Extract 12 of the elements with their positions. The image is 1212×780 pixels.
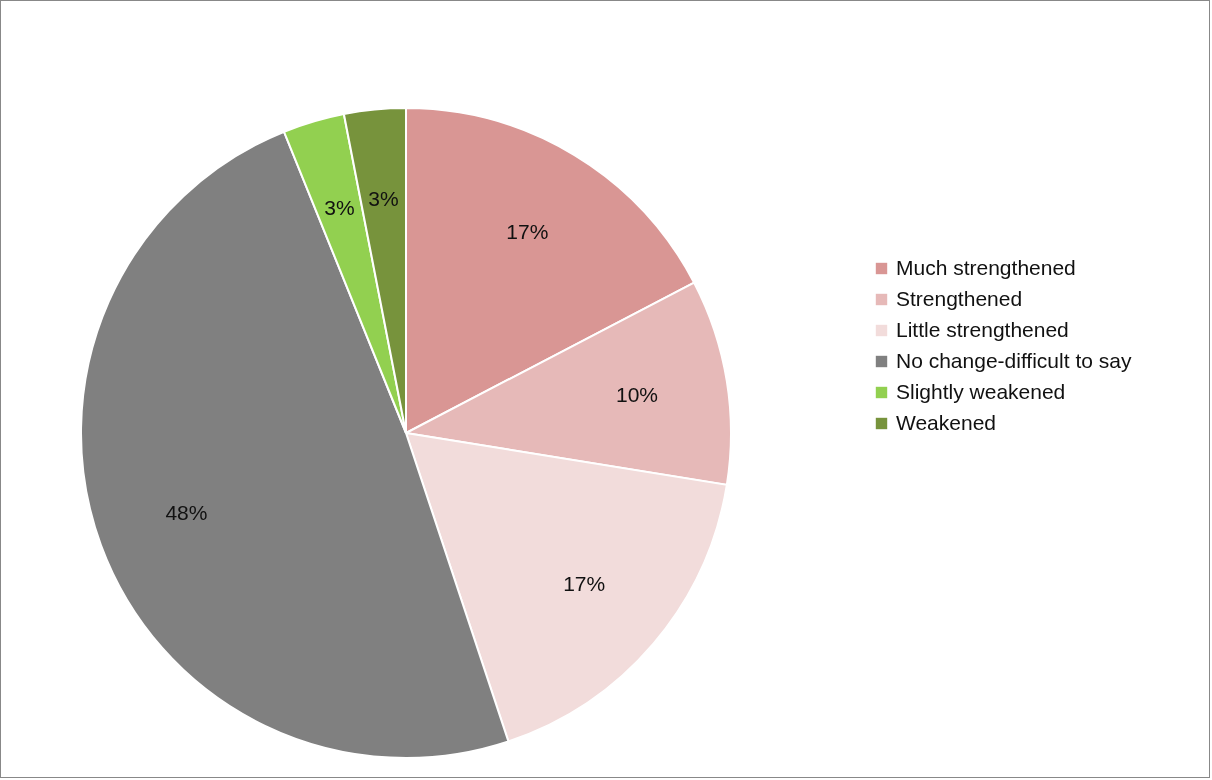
data-label: 17% [563, 571, 606, 595]
data-label: 10% [615, 382, 659, 406]
legend-label: Much strengthened [896, 255, 1076, 279]
legend-label: Slightly weakened [896, 379, 1066, 403]
data-label: 17% [506, 219, 549, 243]
data-label: 3% [368, 187, 399, 211]
data-label: 48% [165, 500, 208, 524]
legend-label: No change-difficult to say [896, 348, 1132, 372]
legend-label: Little strengthened [896, 317, 1069, 341]
legend-label: Weakened [896, 410, 997, 434]
legend-label: Strengthened [896, 286, 1023, 310]
data-label: 3% [324, 195, 355, 219]
